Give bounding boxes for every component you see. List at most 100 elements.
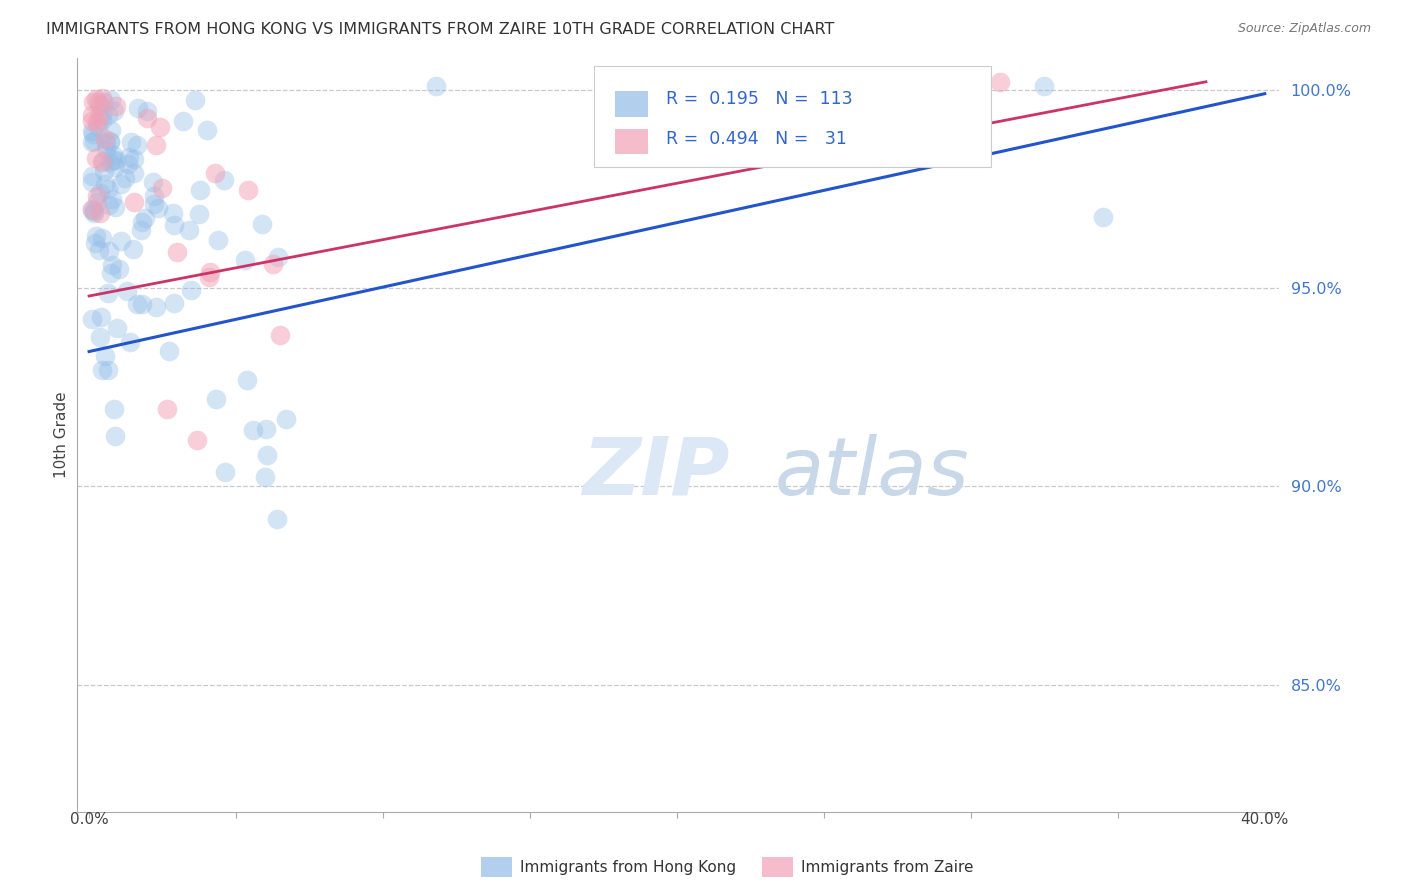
Point: [262, 257, 284, 271]
Point: [163, 296, 186, 310]
Point: [425, 78, 447, 93]
Point: [98, 136, 121, 150]
FancyBboxPatch shape: [614, 92, 648, 117]
Point: [163, 218, 186, 232]
Point: [80, 108, 103, 122]
Point: [110, 177, 132, 191]
Point: [254, 422, 277, 436]
Point: [80, 135, 103, 149]
Point: [84, 92, 107, 106]
Point: [200, 265, 222, 279]
Point: [988, 75, 1011, 89]
Text: R =  0.494   N =   31: R = 0.494 N = 31: [666, 130, 848, 148]
Point: [1033, 78, 1056, 93]
Point: [89, 98, 111, 112]
Point: [127, 101, 149, 115]
Y-axis label: 10th Grade: 10th Grade: [53, 392, 69, 478]
Point: [87, 243, 110, 257]
Point: [122, 166, 145, 180]
Point: [125, 138, 148, 153]
Point: [100, 123, 122, 137]
Point: [1092, 210, 1115, 224]
Point: [89, 329, 111, 343]
Point: [184, 93, 207, 107]
Point: [166, 244, 188, 259]
Point: [86, 115, 108, 129]
Point: [104, 200, 127, 214]
Point: [104, 160, 127, 174]
Point: [117, 157, 139, 171]
Point: [214, 465, 236, 479]
Point: [91, 154, 114, 169]
Point: [84, 235, 107, 250]
Point: [91, 91, 114, 105]
Point: [80, 169, 103, 184]
Point: [93, 163, 115, 178]
Point: [91, 231, 114, 245]
Text: 0.0%: 0.0%: [70, 812, 108, 827]
Point: [159, 343, 181, 358]
Point: [98, 134, 121, 148]
Point: [149, 120, 172, 134]
Point: [131, 297, 153, 311]
Point: [80, 202, 103, 217]
Point: [242, 423, 264, 437]
Point: [97, 244, 120, 259]
Point: [143, 196, 166, 211]
Point: [180, 283, 202, 297]
Point: [266, 511, 288, 525]
Point: [252, 217, 274, 231]
Text: Immigrants from Hong Kong: Immigrants from Hong Kong: [520, 860, 737, 874]
Point: [83, 203, 105, 218]
Point: [94, 143, 117, 157]
Point: [142, 175, 165, 189]
Point: [105, 153, 128, 167]
Point: [90, 154, 112, 169]
Point: [90, 112, 112, 127]
Point: [80, 124, 103, 138]
FancyBboxPatch shape: [595, 65, 991, 168]
Point: [83, 206, 105, 220]
Point: [101, 153, 124, 168]
Text: Immigrants from Zaire: Immigrants from Zaire: [801, 860, 974, 874]
Point: [256, 448, 278, 462]
Point: [145, 138, 167, 153]
Point: [135, 104, 157, 119]
Point: [204, 392, 226, 406]
Point: [267, 250, 290, 264]
Point: [89, 205, 111, 219]
Point: [86, 194, 108, 209]
Point: [97, 182, 120, 196]
Point: [104, 99, 127, 113]
Point: [86, 189, 108, 203]
Point: [253, 470, 276, 484]
Point: [87, 120, 110, 135]
Point: [204, 166, 226, 180]
Point: [97, 108, 120, 122]
Point: [162, 205, 184, 219]
Point: [105, 321, 128, 335]
Point: [84, 151, 107, 165]
Point: [187, 207, 209, 221]
Text: IMMIGRANTS FROM HONG KONG VS IMMIGRANTS FROM ZAIRE 10TH GRADE CORRELATION CHART: IMMIGRANTS FROM HONG KONG VS IMMIGRANTS …: [46, 22, 835, 37]
Point: [94, 132, 117, 146]
Text: R =  0.195   N =  113: R = 0.195 N = 113: [666, 90, 853, 109]
Point: [80, 114, 103, 128]
Point: [82, 95, 104, 109]
Point: [110, 234, 132, 248]
Point: [145, 300, 167, 314]
Text: 40.0%: 40.0%: [1240, 812, 1289, 827]
Text: atlas: atlas: [775, 434, 969, 511]
Point: [150, 181, 173, 195]
Point: [97, 363, 120, 377]
Point: [91, 363, 114, 377]
Point: [84, 228, 107, 243]
Point: [155, 401, 177, 416]
Point: [146, 201, 169, 215]
Point: [198, 269, 221, 284]
Point: [233, 252, 256, 267]
Point: [94, 136, 117, 151]
Point: [100, 192, 122, 206]
Point: [186, 434, 208, 448]
Point: [131, 215, 153, 229]
